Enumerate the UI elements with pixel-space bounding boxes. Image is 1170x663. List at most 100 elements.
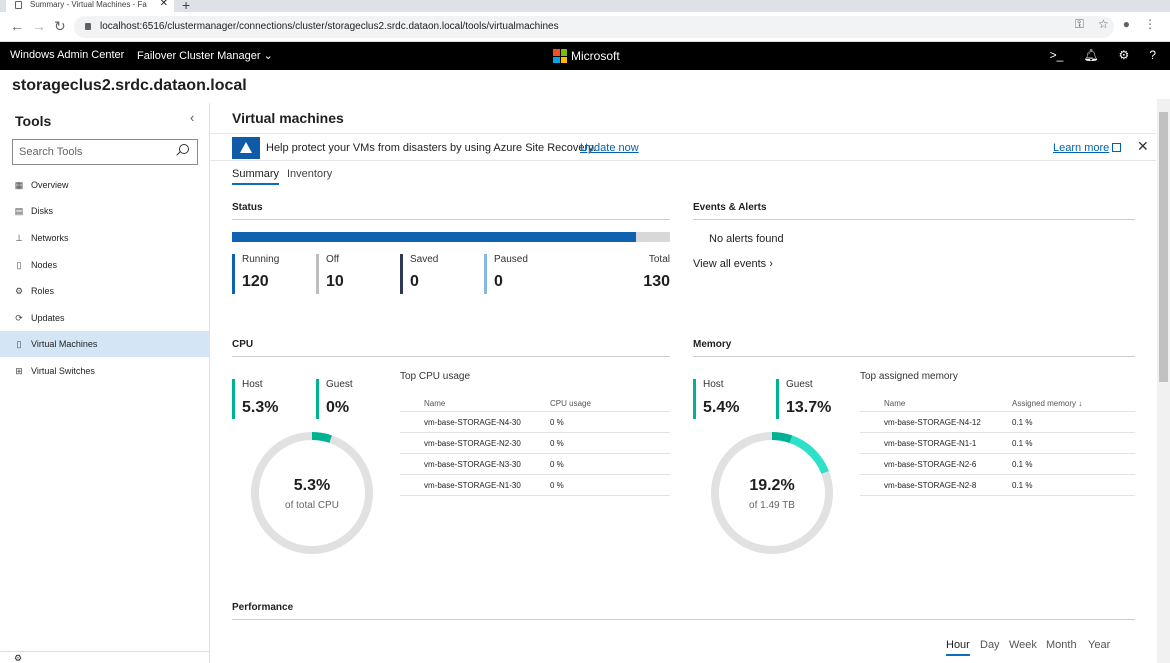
cpu-guest-value: 0% bbox=[326, 399, 350, 416]
sidebar-item-disks[interactable]: ▤ Disks bbox=[0, 198, 209, 224]
status-label: Paused bbox=[494, 254, 528, 265]
manager-dropdown[interactable]: Failover Cluster Manager ⌄ bbox=[137, 49, 273, 62]
sidebar-item-virtual-machines[interactable]: ▯ Virtual Machines bbox=[0, 331, 209, 357]
table-row[interactable]: vm-base-STORAGE-N1-1 0.1 % bbox=[860, 433, 1135, 454]
memory-donut-sub: of 1.49 TB bbox=[749, 500, 795, 511]
row-name: vm-base-STORAGE-N2-8 bbox=[884, 481, 977, 490]
table-row[interactable]: vm-base-STORAGE-N4-30 0 % bbox=[400, 412, 670, 433]
row-value: 0.1 % bbox=[1012, 418, 1033, 427]
azure-banner: Help protect your VMs from disasters by … bbox=[210, 133, 1156, 161]
period-year[interactable]: Year bbox=[1088, 639, 1111, 651]
table-row[interactable]: vm-base-STORAGE-N2-30 0 % bbox=[400, 433, 670, 454]
gear-icon[interactable]: ⚙ bbox=[1118, 48, 1130, 62]
period-month[interactable]: Month bbox=[1046, 639, 1077, 651]
row-name: vm-base-STORAGE-N4-30 bbox=[424, 418, 521, 427]
no-alerts-text: No alerts found bbox=[709, 233, 784, 245]
microsoft-logo-icon bbox=[553, 49, 567, 63]
update-now-link[interactable]: Update now bbox=[580, 142, 639, 154]
view-all-events-label: View all events bbox=[693, 258, 767, 270]
header-icons: >_ 🔔︎ ⚙ ? bbox=[1050, 48, 1156, 62]
table-row[interactable]: vm-base-STORAGE-N2-6 0.1 % bbox=[860, 454, 1135, 475]
node-icon: ▯ bbox=[16, 260, 22, 270]
tools-sidebar: Tools ‹ Search Tools ▦ Overview ▤ Disks ⊥ N… bbox=[0, 103, 210, 663]
powershell-icon[interactable]: >_ bbox=[1049, 48, 1064, 62]
page-title: Virtual machines bbox=[232, 110, 344, 126]
top-memory-table: Name Assigned memory ↓ vm-base-STORAGE-N4… bbox=[860, 394, 1135, 496]
back-icon[interactable]: ← bbox=[10, 18, 24, 34]
key-icon[interactable]: ⚿ bbox=[1074, 17, 1084, 31]
overview-icon: ▦ bbox=[14, 180, 24, 190]
col-name[interactable]: Name bbox=[424, 399, 446, 408]
forward-icon[interactable]: → bbox=[32, 18, 46, 34]
close-tab-icon[interactable]: ✕ bbox=[159, 0, 168, 9]
row-value: 0.1 % bbox=[1012, 460, 1033, 469]
collapse-sidebar-icon[interactable]: ‹ bbox=[190, 110, 195, 125]
app-name[interactable]: Windows Admin Center bbox=[10, 49, 125, 61]
top-cpu-title: Top CPU usage bbox=[400, 371, 471, 382]
sidebar-item-label: Virtual Switches bbox=[31, 366, 95, 376]
memory-guest-label: Guest bbox=[786, 379, 813, 390]
gear-icon[interactable]: ⚙ bbox=[14, 653, 23, 663]
info-icon[interactable] bbox=[85, 23, 91, 30]
view-all-events-link[interactable]: View all events › bbox=[693, 258, 773, 270]
status-label: Running bbox=[242, 254, 280, 265]
manager-label: Failover Cluster Manager bbox=[137, 50, 261, 62]
tab-summary[interactable]: Summary bbox=[232, 168, 280, 185]
row-name: vm-base-STORAGE-N1-1 bbox=[884, 439, 977, 448]
app-header: Windows Admin Center Failover Cluster Ma… bbox=[0, 42, 1170, 70]
sidebar-item-networks[interactable]: ⊥ Networks bbox=[0, 225, 209, 251]
row-value: 0 % bbox=[550, 418, 564, 427]
close-icon[interactable]: ✕ bbox=[1137, 138, 1149, 154]
table-row[interactable]: vm-base-STORAGE-N1-30 0 % bbox=[400, 475, 670, 496]
learn-more-link[interactable]: Learn more bbox=[1053, 142, 1110, 154]
star-icon[interactable]: ☆ bbox=[1097, 17, 1109, 31]
sidebar-item-nodes[interactable]: ▯ Nodes bbox=[0, 252, 209, 278]
tab-inventory[interactable]: Inventory bbox=[287, 168, 333, 180]
row-value: 0.1 % bbox=[1012, 481, 1033, 490]
col-assigned-memory-label: Assigned memory bbox=[1012, 399, 1077, 408]
col-cpu-usage[interactable]: CPU usage bbox=[550, 399, 591, 408]
browser-tab[interactable]: Summary - Virtual Machines - Fa ✕ bbox=[6, 0, 174, 12]
top-cpu-table: Name CPU usage vm-base-STORAGE-N4-30 0 % v… bbox=[400, 394, 670, 496]
sidebar-item-overview[interactable]: ▦ Overview bbox=[0, 172, 209, 198]
col-assigned-memory[interactable]: Assigned memory ↓ bbox=[1012, 399, 1082, 408]
row-name: vm-base-STORAGE-N3-30 bbox=[424, 460, 521, 469]
address-bar[interactable]: localhost:6516/clustermanager/connection… bbox=[74, 16, 1114, 38]
sidebar-item-roles[interactable]: ⚙ Roles bbox=[0, 278, 209, 304]
help-icon[interactable]: ? bbox=[1149, 48, 1156, 62]
memory-host-label: Host bbox=[703, 379, 724, 390]
events-title: Events & Alerts bbox=[693, 202, 1135, 220]
new-tab-button[interactable]: + bbox=[182, 0, 191, 13]
table-row[interactable]: vm-base-STORAGE-N3-30 0 % bbox=[400, 454, 670, 475]
updates-icon: ⟳ bbox=[15, 313, 23, 323]
browser-tab-bar: Summary - Virtual Machines - Fa ✕ + bbox=[0, 0, 1170, 13]
scrollbar-thumb[interactable] bbox=[1159, 112, 1168, 382]
search-placeholder: Search Tools bbox=[19, 146, 83, 158]
col-name[interactable]: Name bbox=[884, 399, 906, 408]
search-icon[interactable] bbox=[179, 144, 189, 154]
cpu-host-value: 5.3% bbox=[242, 399, 279, 416]
external-link-icon[interactable] bbox=[1112, 143, 1121, 152]
table-row[interactable]: vm-base-STORAGE-N2-8 0.1 % bbox=[860, 475, 1135, 496]
sidebar-item-updates[interactable]: ⟳ Updates bbox=[0, 305, 209, 331]
sidebar-item-virtual-switches[interactable]: ⊞ Virtual Switches bbox=[0, 358, 209, 384]
table-row[interactable]: vm-base-STORAGE-N4-12 0.1 % bbox=[860, 412, 1135, 433]
brand-name: Microsoft bbox=[571, 49, 620, 63]
status-label: Total bbox=[648, 254, 670, 265]
status-progress-bar bbox=[232, 232, 670, 242]
period-hour[interactable]: Hour bbox=[946, 639, 970, 656]
profile-icon[interactable]: ● bbox=[1122, 17, 1130, 31]
chevron-down-icon: ⌄ bbox=[263, 50, 273, 62]
reload-icon[interactable]: ↻ bbox=[54, 18, 66, 34]
search-tools-input[interactable]: Search Tools bbox=[12, 139, 198, 165]
sidebar-item-label: Virtual Machines bbox=[31, 339, 98, 349]
notification-icon[interactable]: 🔔︎ bbox=[1083, 48, 1099, 62]
status-label: Off bbox=[326, 254, 340, 265]
memory-donut-value: 19.2% bbox=[749, 477, 795, 494]
url-text: localhost:6516/clustermanager/connection… bbox=[100, 21, 559, 32]
sidebar-settings-area[interactable]: ⚙ bbox=[0, 651, 209, 663]
status-total: Total 130 bbox=[600, 254, 670, 294]
menu-icon[interactable]: ⋮ bbox=[1144, 17, 1156, 31]
period-day[interactable]: Day bbox=[980, 639, 1000, 651]
period-week[interactable]: Week bbox=[1009, 639, 1037, 651]
